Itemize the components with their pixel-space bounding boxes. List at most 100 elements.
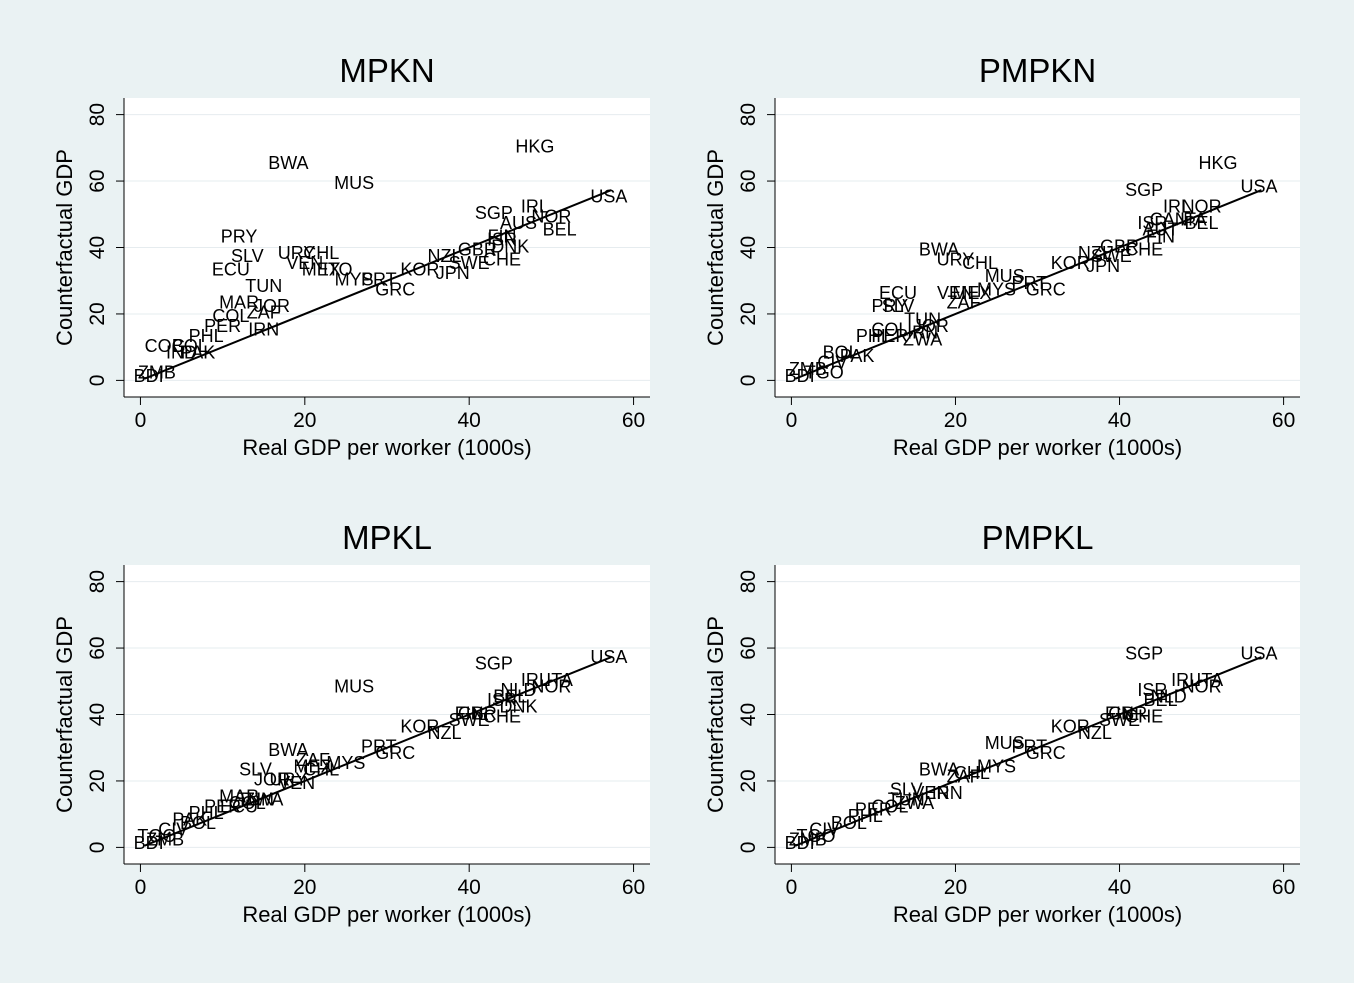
point-label-tun: TUN xyxy=(904,309,941,329)
point-label-fin: FIN xyxy=(1146,226,1175,246)
fit-line xyxy=(795,656,1262,847)
point-label-ecu: ECU xyxy=(879,283,917,303)
point-label-prt: PRT xyxy=(361,269,397,289)
x-axis-title: Real GDP per worker (1000s) xyxy=(242,435,531,460)
chart-panel-pmpkl: 0 20 40 60 80 0 20 40 60 PMPKL Real GDP per worker… xyxy=(703,519,1300,927)
point-label-dnk: DNK xyxy=(491,236,529,256)
y-tick-label: 80 xyxy=(737,103,760,126)
point-label-jpn: JPN xyxy=(436,263,470,283)
point-label-zaf: ZAF xyxy=(296,750,330,770)
point-label-isr: ISR xyxy=(1137,680,1167,700)
point-label-col: COL xyxy=(229,793,266,813)
point-label-chl: CHL xyxy=(962,253,998,273)
y-tick-label: 80 xyxy=(737,570,760,593)
point-label-ven: VEN xyxy=(912,783,949,803)
point-label-swe: SWE xyxy=(449,253,490,273)
fit-line xyxy=(795,189,1262,380)
point-label-dnk: DNK xyxy=(499,697,537,717)
point-label-mar: MAR xyxy=(219,293,259,313)
x-tick-label: 20 xyxy=(944,409,967,432)
point-label-aut: AUT xyxy=(1143,220,1179,240)
point-label-zwa: ZWA xyxy=(903,329,942,349)
y-tick-label: 40 xyxy=(737,236,760,259)
point-label-nzl: NZL xyxy=(428,723,462,743)
point-label-nor: NOR xyxy=(531,677,571,697)
point-label-phl: PHL xyxy=(189,326,224,346)
point-label-irn: IRN xyxy=(932,783,963,803)
point-label-mex: MEX xyxy=(952,283,991,303)
point-label-pak: PAK xyxy=(172,810,207,830)
point-label-chl: CHL xyxy=(303,243,339,263)
point-label-grc: GRC xyxy=(1026,279,1066,299)
x-axis-title: Real GDP per worker (1000s) xyxy=(242,902,531,927)
point-label-per: PER xyxy=(871,326,908,346)
point-label-per: PER xyxy=(204,796,241,816)
point-label-che: CHE xyxy=(1125,240,1163,260)
y-tick-label: 80 xyxy=(86,570,109,593)
x-tick-label: 0 xyxy=(786,876,798,899)
point-label-ita: ITA xyxy=(1196,670,1223,690)
point-label-grc: GRC xyxy=(375,279,415,299)
point-label-swe: SWE xyxy=(1091,246,1132,266)
point-label-isr: ISR xyxy=(487,230,517,250)
point-label-cog: COG xyxy=(145,336,186,356)
fit-line xyxy=(144,656,612,847)
point-label-nzl: NZL xyxy=(428,246,462,266)
x-tick-label: 60 xyxy=(622,409,645,432)
x-tick-label: 0 xyxy=(786,409,798,432)
point-label-prt: PRT xyxy=(361,736,397,756)
point-label-bwa: BWA xyxy=(268,740,308,760)
y-tick-label: 40 xyxy=(737,703,760,726)
point-label-bwa: BWA xyxy=(919,240,959,260)
point-label-tun: TUN xyxy=(245,276,282,296)
point-label-bwa: BWA xyxy=(919,760,959,780)
point-label-tgo: TGO xyxy=(137,826,176,846)
point-label-bwa: BWA xyxy=(268,153,308,173)
x-tick-label: 0 xyxy=(135,876,147,899)
point-label-bol: BOL xyxy=(172,336,208,356)
point-label-zmb: ZMB xyxy=(146,829,184,849)
y-tick-label: 20 xyxy=(737,769,760,792)
point-label-irl: IRL xyxy=(1163,196,1191,216)
point-label-nld: NLD xyxy=(500,680,536,700)
x-tick-label: 20 xyxy=(944,876,967,899)
point-label-slv: SLV xyxy=(882,296,915,316)
point-label-col: COL xyxy=(871,796,908,816)
point-label-zwa: ZWA xyxy=(895,793,934,813)
point-label-fin: FIN xyxy=(455,703,484,723)
point-label-pak: PAK xyxy=(181,343,216,363)
point-label-sgp: SGP xyxy=(475,653,513,673)
point-label-slv: SLV xyxy=(239,760,272,780)
point-label-bdi: BDI xyxy=(134,366,164,386)
point-label-usa: USA xyxy=(590,186,627,206)
point-label-nzl: NZL xyxy=(1078,723,1112,743)
point-label-bol: BOL xyxy=(823,343,859,363)
x-axis-title: Real GDP per worker (1000s) xyxy=(893,902,1182,927)
point-label-ury: URY xyxy=(937,250,975,270)
y-tick-label: 0 xyxy=(86,842,109,854)
point-label-ita: ITA xyxy=(546,670,573,690)
chart-title: MPKL xyxy=(342,519,432,556)
point-label-gbr: GBR xyxy=(458,703,497,723)
point-label-per: PER xyxy=(204,316,241,336)
point-label-nor: NOR xyxy=(1182,677,1222,697)
point-label-can: CAN xyxy=(1150,210,1188,230)
point-label-per: PER xyxy=(855,800,892,820)
x-axis-title: Real GDP per worker (1000s) xyxy=(893,435,1182,460)
point-label-ind: IND xyxy=(166,343,197,363)
point-label-swe: SWE xyxy=(1099,710,1140,730)
point-label-che: CHE xyxy=(1125,707,1163,727)
point-label-mus: MUS xyxy=(985,733,1025,753)
point-label-che: CHE xyxy=(483,707,521,727)
point-label-mys: MYS xyxy=(335,269,374,289)
point-label-nor: NOR xyxy=(1182,196,1222,216)
point-label-tgo: TGO xyxy=(805,362,844,382)
point-label-chl: CHL xyxy=(303,760,339,780)
point-label-slv: SLV xyxy=(231,246,264,266)
point-label-mex: MEX xyxy=(302,260,341,280)
point-label-ury: URY xyxy=(270,770,308,790)
point-label-tun: TUN xyxy=(237,790,274,810)
point-label-irn: IRN xyxy=(248,319,279,339)
point-label-ury: URY xyxy=(278,243,316,263)
